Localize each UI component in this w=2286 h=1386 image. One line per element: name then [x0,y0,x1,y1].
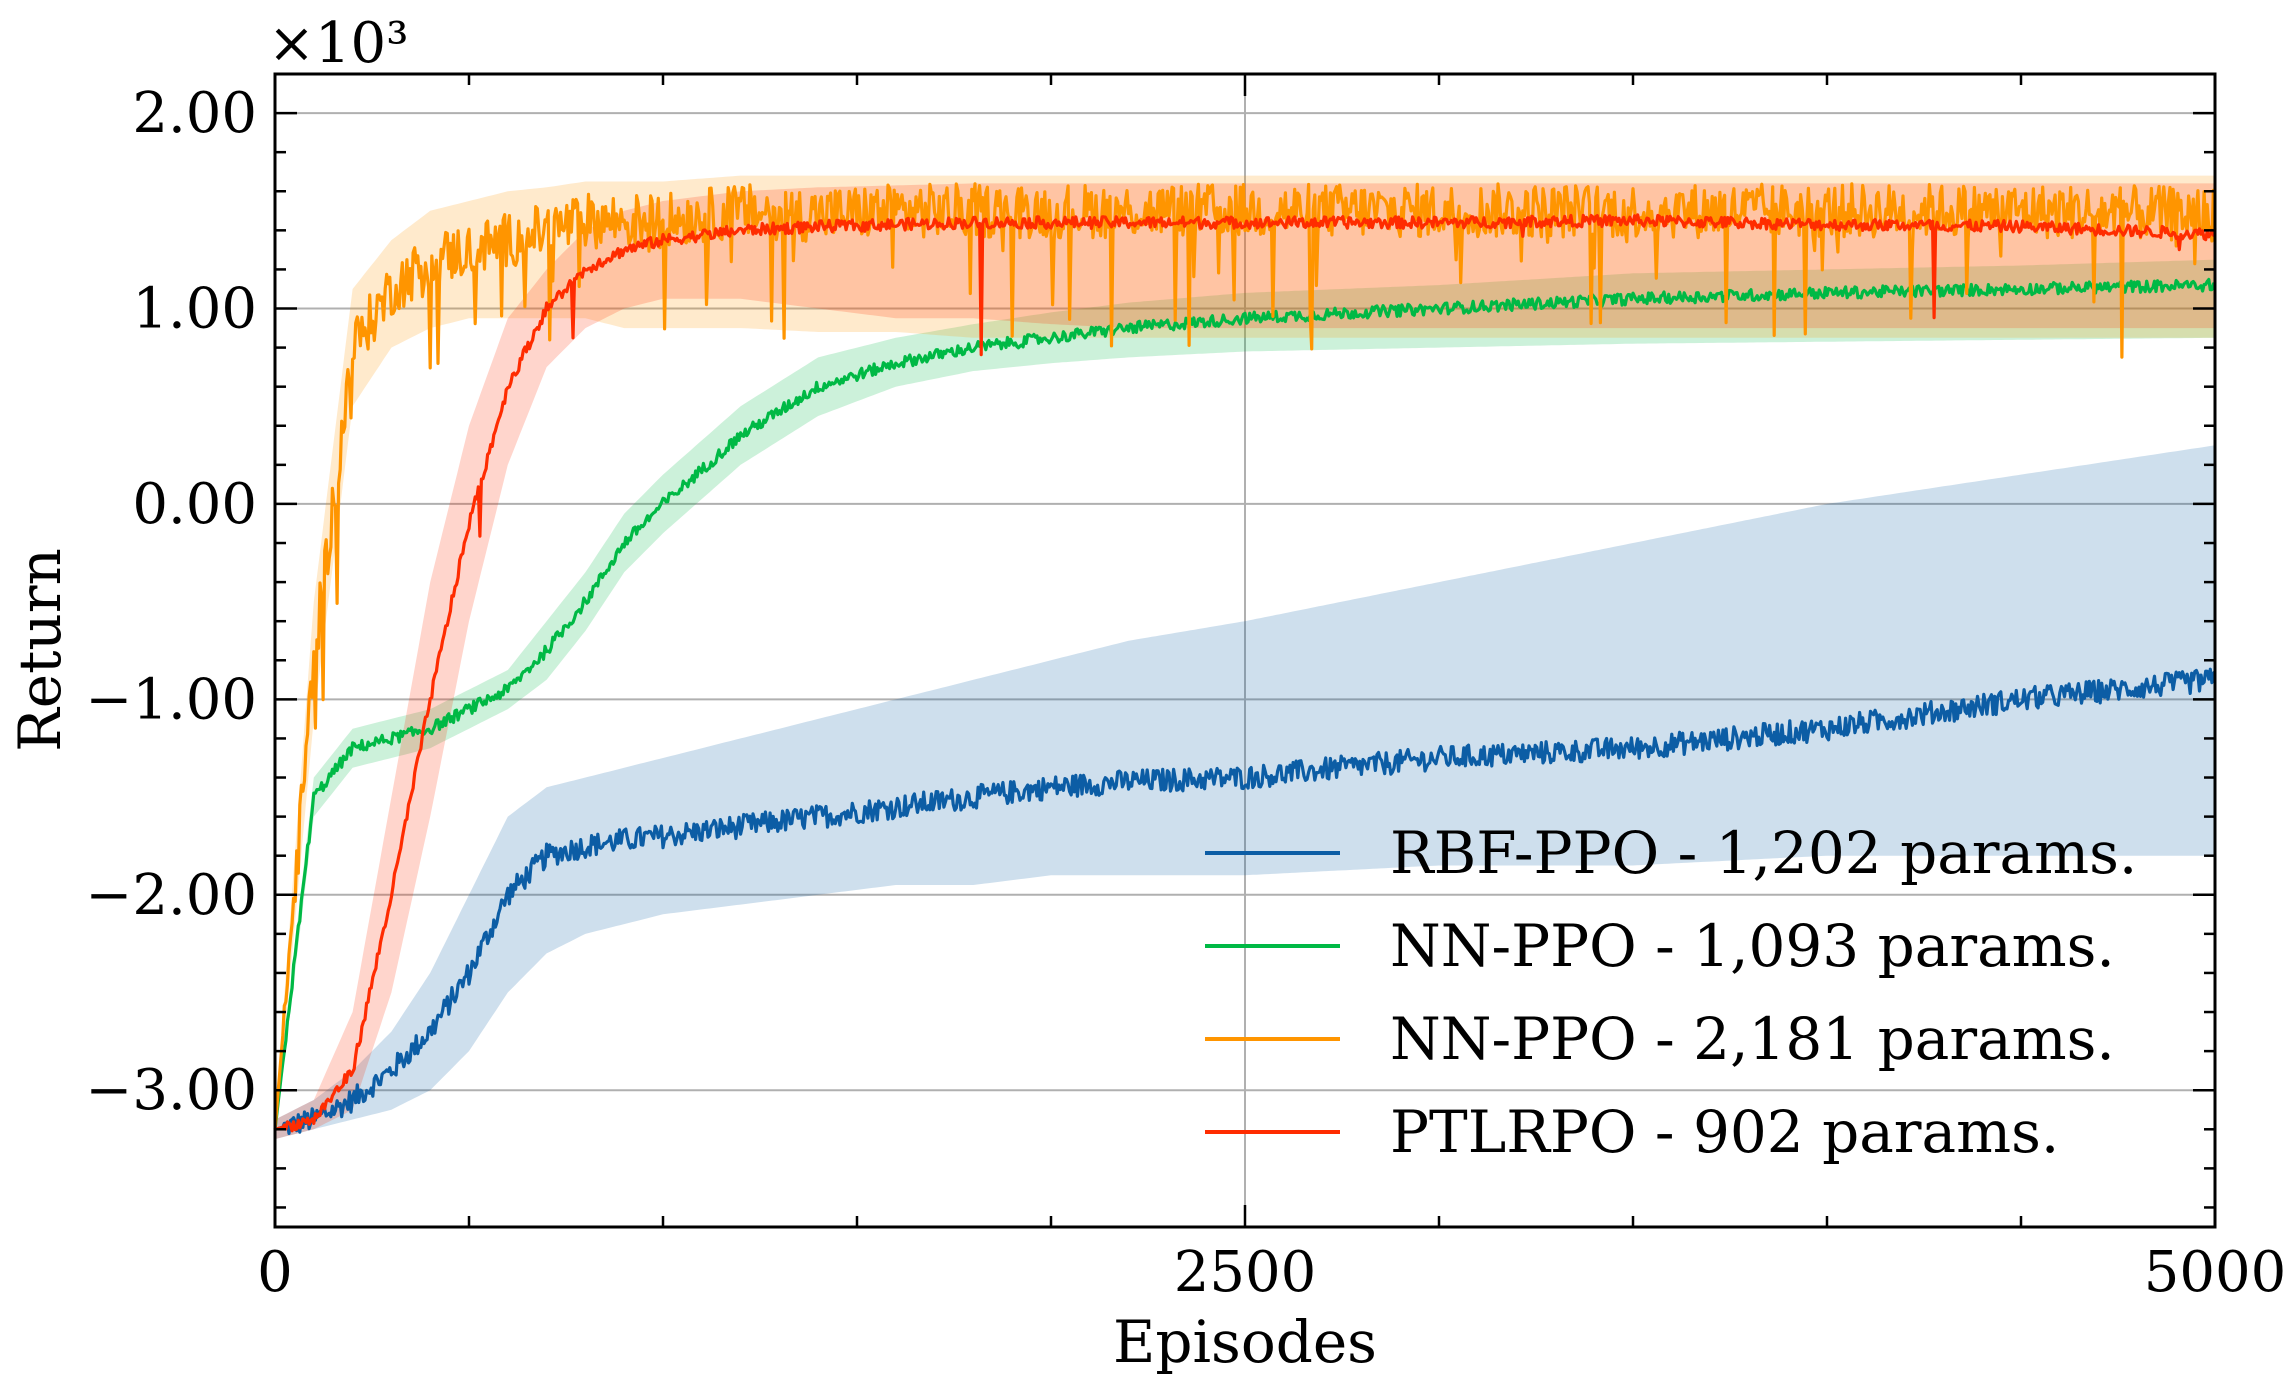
series-line [273,182,2217,1130]
y-tick-label: 2.00 [132,81,257,146]
y-tick-label: 1.00 [132,277,257,342]
y-tick-label: −3.00 [85,1058,257,1123]
y-tick-label: −2.00 [85,863,257,928]
legend-label: NN-PPO - 1,093 params. [1390,912,2115,980]
confidence-band [275,175,2215,1140]
series-line [274,667,2217,1136]
x-tick-label: 5000 [2144,1240,2286,1305]
axis-ticks [273,74,2217,1227]
y-scale-label: ×10³ [268,11,409,76]
legend: RBF-PPO - 1,202 params. NN-PPO - 1,093 pa… [1205,819,2137,1166]
legend-label: PTLRPO - 902 params. [1390,1098,2059,1166]
tick-labels: 0 2500 5000 −3.00 −2.00 −1.00 0.00 1.00 2.00 [85,81,2286,1305]
y-axis-label: Return [6,548,74,752]
confidence-band [275,183,2215,1140]
confidence-band [275,445,2215,1140]
x-tick-label: 0 [257,1240,293,1305]
y-tick-label: −1.00 [85,667,257,732]
series-line [274,213,2217,1133]
series-line [273,277,2217,1130]
legend-label: RBF-PPO - 1,202 params. [1390,819,2137,887]
x-axis-label: Episodes [1113,1308,1377,1376]
legend-label: NN-PPO - 2,181 params. [1390,1005,2115,1073]
x-tick-label: 2500 [1174,1240,1317,1305]
y-tick-label: 0.00 [132,472,257,537]
series-lines [273,182,2217,1136]
confidence-bands [275,175,2215,1140]
